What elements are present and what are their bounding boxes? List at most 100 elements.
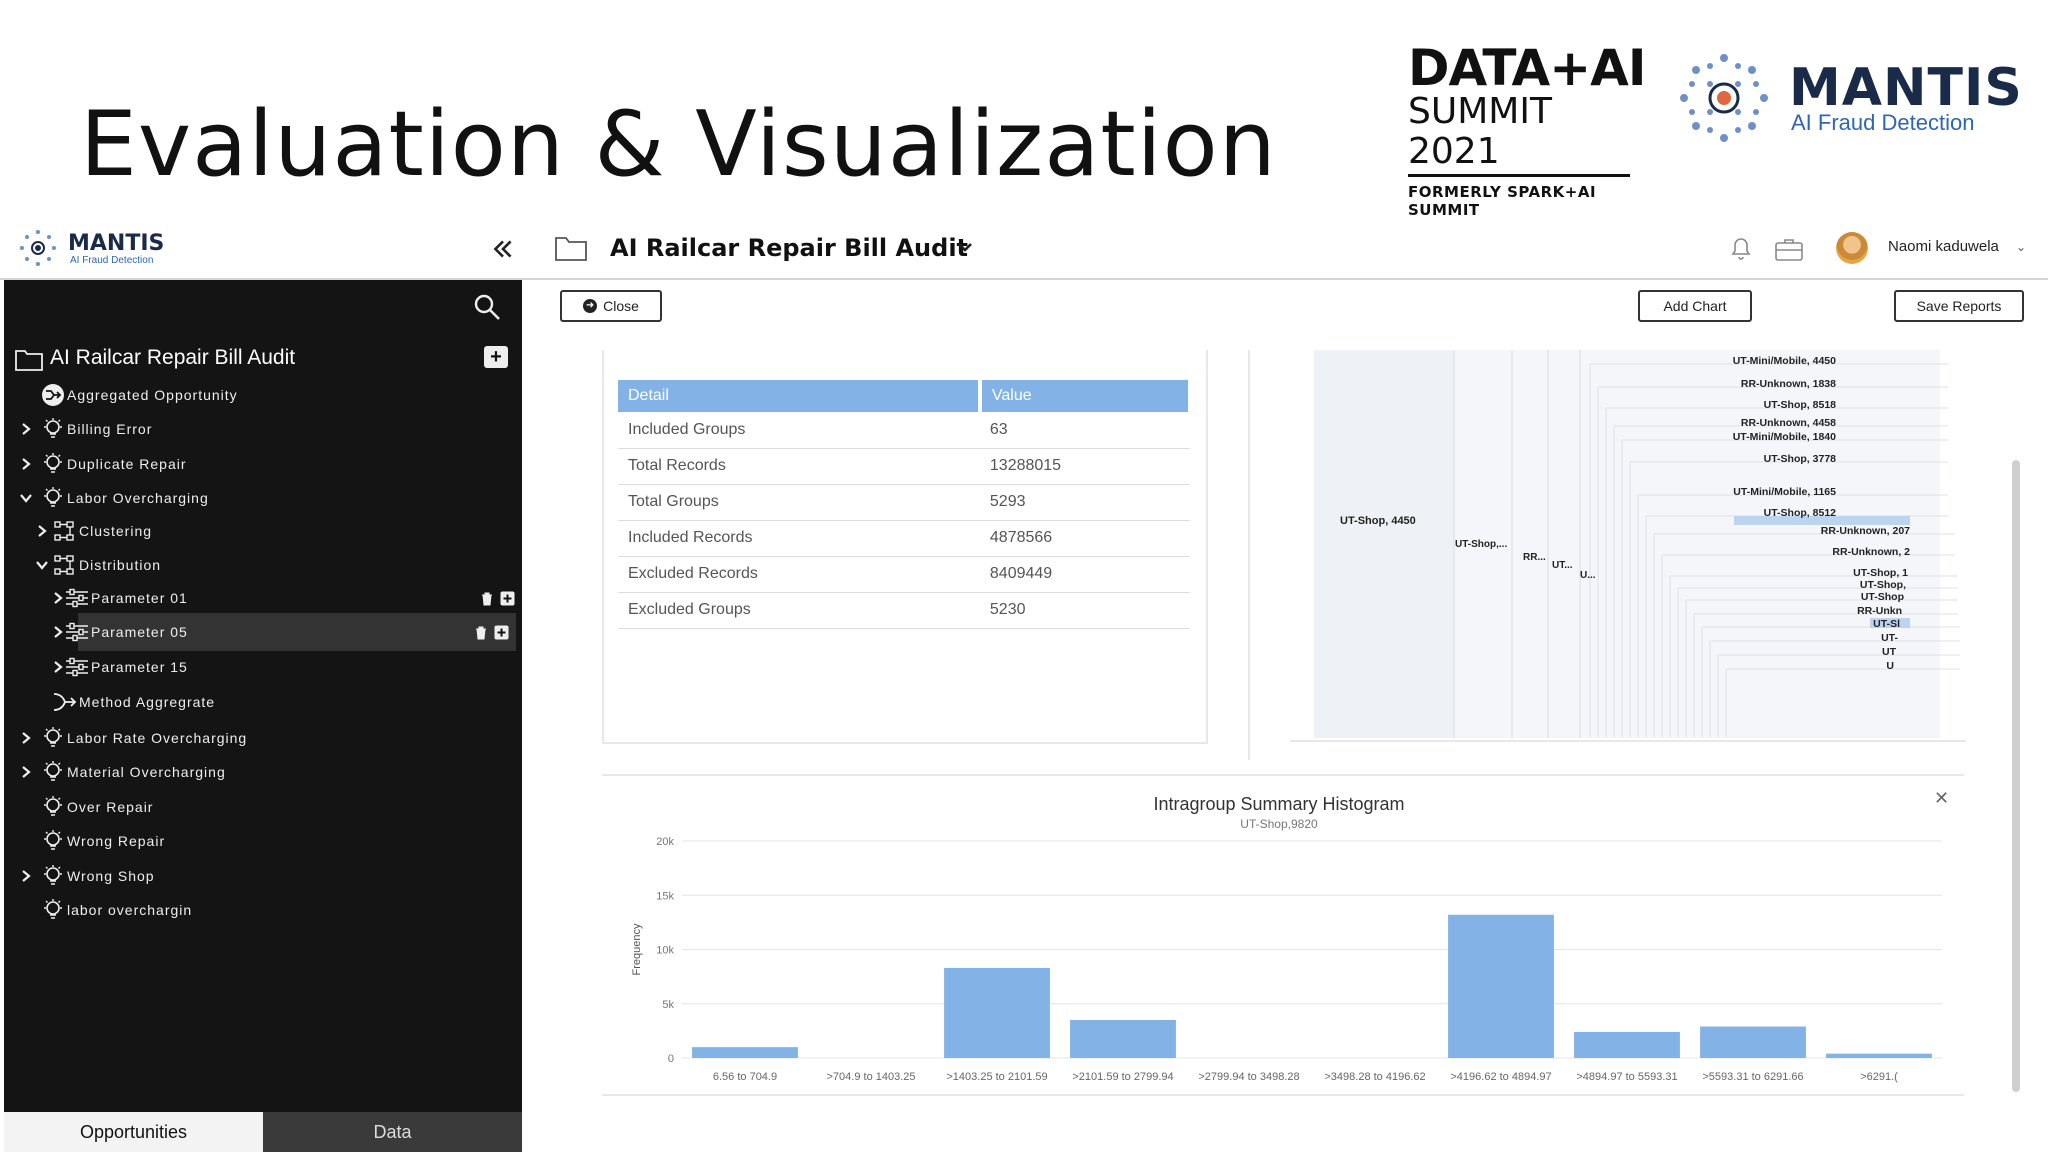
x-tick-label: >4196.62 to 4894.97 <box>1450 1071 1551 1083</box>
sliders-icon <box>66 622 88 642</box>
sidebar-item[interactable]: Labor Overcharging <box>4 479 522 517</box>
add-chart-button[interactable]: Add Chart <box>1638 290 1752 322</box>
histogram-bar <box>1700 1026 1806 1058</box>
tree-leaf-label: UT <box>1882 646 1897 658</box>
chevron-down-icon[interactable] <box>18 490 34 506</box>
tree-leaf-label: UT-Mini/Mobile, 1165 <box>1733 486 1836 498</box>
chevron-right-icon[interactable] <box>50 624 66 640</box>
table-cell-detail: Total Groups <box>618 484 980 521</box>
sidebar-item[interactable]: Parameter 01 <box>4 579 522 617</box>
tree-root-band <box>1314 350 1454 738</box>
user-name[interactable]: Naomi kaduwela <box>1888 238 1999 255</box>
tree-link <box>1725 668 1960 738</box>
tree-branch-label: UT-Shop,... <box>1455 539 1507 550</box>
tree-link <box>1589 363 1948 738</box>
chevron-right-icon[interactable] <box>50 659 66 675</box>
sliders-icon <box>66 657 88 677</box>
table-cell-detail: Total Records <box>618 448 980 485</box>
sidebar-item[interactable]: Billing Error <box>4 410 522 448</box>
sidebar-item[interactable]: Clustering <box>4 512 522 550</box>
search-icon[interactable] <box>472 292 502 322</box>
avatar[interactable] <box>1836 232 1868 264</box>
tab-data[interactable]: Data <box>263 1112 522 1152</box>
panel-border <box>602 1094 1964 1096</box>
project-title[interactable]: AI Railcar Repair Bill Audit <box>610 234 969 262</box>
panel-border <box>602 774 1964 776</box>
table-cell-detail: Included Records <box>618 520 980 557</box>
sidebar-item[interactable]: Duplicate Repair <box>4 445 522 483</box>
sidebar-item[interactable]: Aggregated Opportunity <box>4 376 522 414</box>
chevron-right-icon[interactable] <box>18 456 34 472</box>
table-row: Included Records 4878566 <box>618 520 1190 557</box>
add-icon[interactable] <box>494 625 509 640</box>
add-icon[interactable] <box>500 591 515 606</box>
close-chart-icon[interactable]: ✕ <box>1934 788 1950 808</box>
trash-icon[interactable] <box>474 625 488 640</box>
sidebar-item[interactable]: Labor Rate Overcharging <box>4 719 522 757</box>
table-cell-value: 13288015 <box>979 448 1190 485</box>
table-row: Total Groups 5293 <box>618 484 1190 521</box>
tab-opportunities[interactable]: Opportunities <box>4 1112 263 1152</box>
tree-leaf-label: UT-Mini/Mobile, 4450 <box>1733 355 1836 367</box>
mantis-emblem-icon <box>1680 54 1768 142</box>
merge-icon <box>42 384 64 406</box>
table-header-detail[interactable]: Detail <box>618 380 982 412</box>
sidebar-item[interactable]: labor overchargin <box>4 891 522 929</box>
panel-border <box>1290 740 1966 742</box>
slide-title: Evaluation & Visualization <box>80 92 1277 197</box>
row-actions <box>474 625 509 640</box>
chevron-down-icon[interactable] <box>954 236 976 258</box>
collapse-sidebar-icon[interactable] <box>490 236 516 262</box>
chevron-right-icon[interactable] <box>18 868 34 884</box>
sidebar-item[interactable]: Material Overcharging <box>4 753 522 791</box>
app-brand[interactable]: MANTIS AI Fraud Detection <box>18 228 198 272</box>
bell-icon[interactable] <box>1728 234 1754 262</box>
chevron-right-icon[interactable] <box>18 730 34 746</box>
sidebar-item[interactable]: Method Aggregrate <box>4 683 522 721</box>
sidebar-item[interactable]: Parameter 05 <box>54 613 516 651</box>
bulb-icon <box>44 487 62 507</box>
bulb-icon <box>44 418 62 438</box>
trash-icon[interactable] <box>480 591 494 606</box>
sidebar-item[interactable]: Parameter 15 <box>4 648 522 686</box>
tree-branch-label: UT... <box>1552 560 1573 571</box>
chevron-right-icon[interactable] <box>50 590 66 606</box>
main-scrollbar[interactable] <box>2012 460 2020 1092</box>
tree-link <box>1653 533 1955 738</box>
group-tree-chart[interactable]: UT-Shop, 4450 UT-Shop,... RR... UT... U... UT… <box>1290 350 1960 740</box>
tree-leaf-label: U <box>1886 660 1894 672</box>
sidebar-item[interactable]: Over Repair <box>4 788 522 826</box>
chevron-right-icon[interactable] <box>34 523 50 539</box>
add-item-button[interactable]: + <box>484 346 508 368</box>
x-tick-label: >2799.94 to 3498.28 <box>1198 1071 1299 1083</box>
chevron-right-icon[interactable] <box>18 764 34 780</box>
sidebar-item[interactable]: Wrong Shop <box>4 857 522 895</box>
close-button[interactable]: ➜ Close <box>560 290 662 322</box>
briefcase-icon[interactable] <box>1774 236 1804 262</box>
y-axis-label: Frequency <box>631 923 643 975</box>
panel-border <box>602 742 1208 744</box>
chevron-right-icon[interactable] <box>18 421 34 437</box>
x-tick-label: >6291.( <box>1860 1071 1898 1083</box>
hierarchy-icon <box>54 521 74 541</box>
x-tick-label: >5593.31 to 6291.66 <box>1702 1071 1803 1083</box>
sidebar-item-label: Over Repair <box>67 799 154 815</box>
table-cell-detail: Excluded Records <box>618 556 980 593</box>
tree-leaf-label: RR-Unknown, 207 <box>1821 525 1910 537</box>
panel-border <box>1248 350 1250 760</box>
sidebar-item[interactable]: Wrong Repair <box>4 822 522 860</box>
user-menu-caret-icon[interactable]: ⌄ <box>2016 240 2027 254</box>
bulb-icon <box>44 830 62 850</box>
sidebar-item[interactable]: Distribution <box>4 546 522 584</box>
tree-leaf-label: RR-Unknown, 2 <box>1832 546 1910 558</box>
tree-highlight-node <box>1870 618 1910 628</box>
tree-link <box>1605 407 1948 738</box>
table-cell-value: 5293 <box>979 484 1190 521</box>
mantis-emblem-icon <box>20 230 56 266</box>
sidebar-project-title[interactable]: AI Railcar Repair Bill Audit <box>50 346 296 369</box>
table-header-value[interactable]: Value <box>979 380 1193 412</box>
summary-table: Detail Value Included Groups 63 Total Rec… <box>618 380 1193 629</box>
table-cell-value: 63 <box>979 412 1190 449</box>
save-reports-button[interactable]: Save Reports <box>1894 290 2024 322</box>
chevron-down-icon[interactable] <box>34 557 50 573</box>
